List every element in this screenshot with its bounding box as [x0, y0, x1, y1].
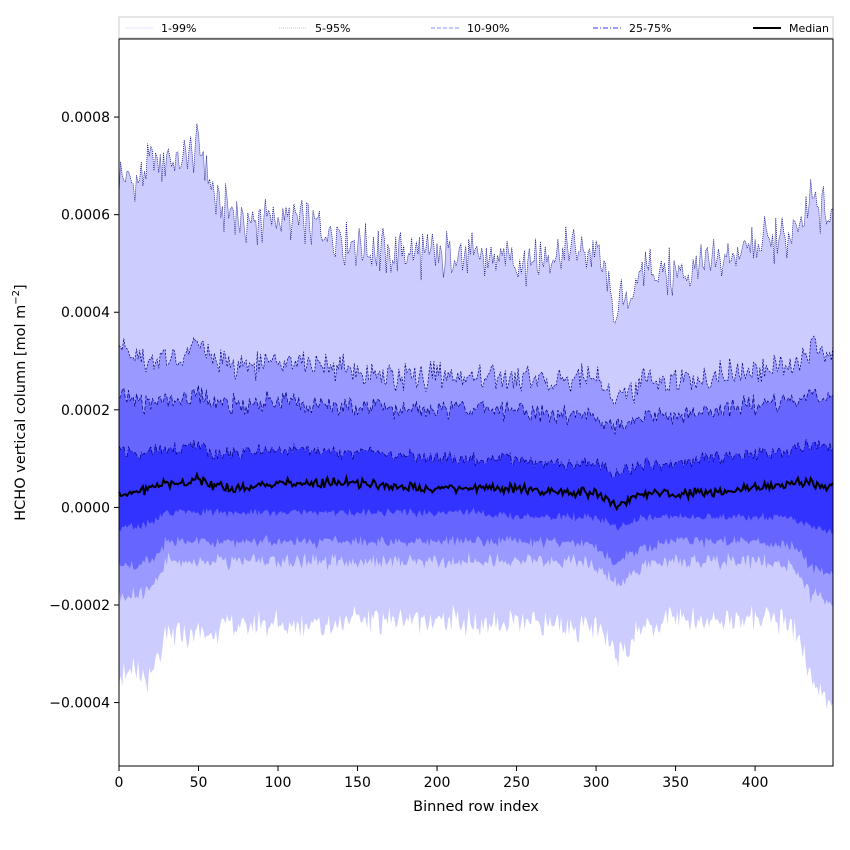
- y-tick-label: 0.0008: [61, 110, 110, 126]
- y-tick-label: 0.0004: [61, 305, 110, 321]
- legend: 1-99% 5-95% 10-90% 25-75% Median: [118, 16, 834, 39]
- plot-area: [118, 123, 834, 710]
- median-line: [118, 471, 834, 512]
- legend-box: [118, 16, 834, 39]
- y-tick-label: −0.0002: [49, 598, 110, 614]
- y-tick-label: −0.0004: [49, 696, 110, 712]
- x-tick-label: 350: [662, 775, 689, 791]
- x-tick-label: 250: [503, 775, 530, 791]
- y-axis-label-main: HCHO vertical column [mol m: [13, 305, 29, 521]
- legend-label: Median: [789, 22, 829, 35]
- x-tick-label: 100: [265, 775, 292, 791]
- legend-label: 5-95%: [315, 22, 350, 35]
- y-axis-label-superscript: −2: [11, 290, 22, 305]
- x-axis-ticks: 0 50 100 150 200 250 300 350 400: [115, 766, 769, 791]
- x-tick-label: 400: [742, 775, 769, 791]
- axes-frame: [118, 38, 834, 767]
- x-tick-label: 150: [344, 775, 371, 791]
- x-tick-label: 0: [115, 775, 124, 791]
- legend-label: 10-90%: [467, 22, 509, 35]
- legend-label: 1-99%: [161, 22, 196, 35]
- band-upper-line-1-99%: [118, 123, 834, 324]
- y-axis-ticks: −0.0004 −0.0002 0.0000 0.0002 0.0004 0.0006 0.…: [49, 110, 119, 712]
- band-upper-line-25-75%: [118, 438, 834, 479]
- y-tick-label: 0.0002: [61, 403, 110, 419]
- x-tick-label: 200: [424, 775, 451, 791]
- y-tick-label: 0.0006: [61, 208, 110, 224]
- legend-label: 25-75%: [629, 22, 671, 35]
- x-tick-label: 300: [583, 775, 610, 791]
- y-tick-label: 0.0000: [61, 500, 110, 516]
- x-axis-label: Binned row index: [413, 799, 539, 815]
- band-upper-line-10-90%: [118, 385, 834, 435]
- y-axis-label-close: ]: [13, 284, 29, 290]
- y-axis-label: HCHO vertical column [mol m−2]: [11, 284, 29, 520]
- x-tick-label: 50: [190, 775, 208, 791]
